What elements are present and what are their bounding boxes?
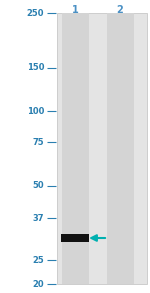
Text: 1: 1 <box>72 5 78 15</box>
Bar <box>61 13 88 284</box>
Text: 250: 250 <box>27 9 44 18</box>
Text: 100: 100 <box>27 107 44 116</box>
Text: 25: 25 <box>33 256 44 265</box>
Text: 150: 150 <box>27 64 44 72</box>
Text: 50: 50 <box>33 181 44 190</box>
Text: 37: 37 <box>33 214 44 223</box>
Text: 75: 75 <box>33 138 44 147</box>
Text: 2: 2 <box>117 5 123 15</box>
Text: 20: 20 <box>33 280 44 289</box>
Bar <box>61 234 89 242</box>
Bar <box>106 13 134 284</box>
Bar <box>57 13 147 284</box>
